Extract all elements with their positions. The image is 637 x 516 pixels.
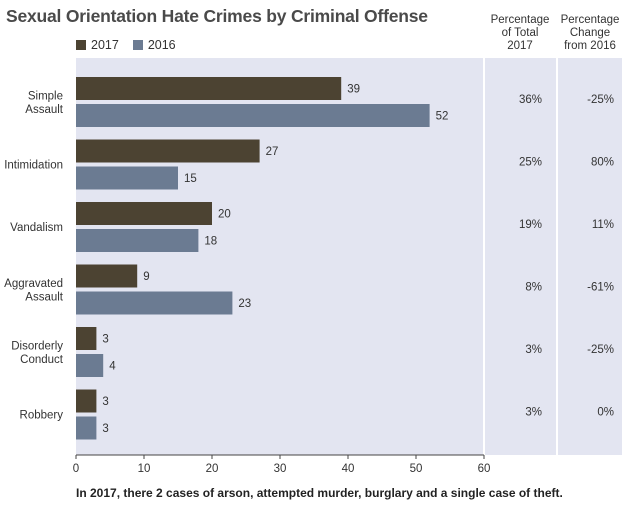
legend-swatch-2017 — [76, 40, 86, 50]
data-label: 15 — [184, 173, 197, 185]
bar-2017-0 — [76, 77, 342, 100]
column-header-pct-change-text: Percentage Change from 2016 — [560, 14, 620, 52]
bar-2016-3 — [76, 291, 233, 315]
bar-2016-5 — [76, 416, 97, 440]
x-tick-label: 50 — [410, 463, 423, 475]
footnote: In 2017, there 2 cases of arson, attempt… — [76, 486, 563, 500]
bar-2017-3 — [76, 264, 138, 288]
x-tick-label: 60 — [478, 463, 491, 475]
category-label-line: Robbery — [20, 410, 64, 422]
legend: 2017 2016 — [76, 38, 190, 52]
category-label: Intimidation — [4, 160, 63, 172]
legend-item-2017: 2017 — [76, 38, 119, 52]
category-label-line: Conduct — [20, 354, 64, 366]
pct-change-value: -25% — [587, 344, 614, 356]
data-label: 3 — [102, 423, 108, 435]
data-label: 27 — [266, 146, 279, 158]
category-label: Aggravated Assault — [4, 278, 64, 304]
bar-2016-0 — [76, 104, 430, 127]
x-tick-label: 10 — [138, 463, 151, 475]
data-label: 3 — [102, 396, 108, 408]
category-label-line: Disorderly — [11, 340, 63, 352]
bar-2017-5 — [76, 389, 97, 413]
category-label-line: Assault — [25, 291, 64, 303]
pct-total-value: 19% — [519, 219, 542, 231]
x-tick-label: 20 — [206, 463, 219, 475]
category-label: Disorderly Conduct — [11, 340, 64, 366]
chart-title: Sexual Orientation Hate Crimes by Crimin… — [6, 6, 428, 26]
legend-item-2016: 2016 — [132, 38, 176, 52]
pct-change-value: -61% — [587, 282, 614, 294]
change-panel — [558, 58, 622, 455]
x-tick-label: 30 — [274, 463, 287, 475]
category-label-line: Intimidation — [4, 160, 63, 172]
x-tick-label: 40 — [342, 463, 355, 475]
pct-total-value: 8% — [525, 282, 542, 294]
bar-2017-4 — [76, 327, 97, 350]
pct-change-value: 11% — [592, 219, 614, 231]
category-label: Robbery — [20, 410, 64, 422]
category-label-line: Aggravated — [4, 278, 63, 290]
data-label: 18 — [204, 236, 217, 248]
bar-2016-1 — [76, 166, 178, 190]
x-tick-label: 0 — [73, 463, 79, 475]
bar-2017-2 — [76, 202, 212, 225]
data-label: 39 — [347, 84, 360, 96]
bar-2016-2 — [76, 229, 199, 252]
pct-total-value: 25% — [519, 157, 542, 169]
pct-change-value: -25% — [587, 94, 614, 106]
data-label: 20 — [218, 209, 231, 221]
data-label: 3 — [102, 334, 108, 346]
data-label: 23 — [238, 298, 251, 310]
pct-total-value: 3% — [525, 344, 542, 356]
legend-label-2017: 2017 — [91, 38, 119, 52]
pct-total-value: 3% — [525, 407, 542, 419]
legend-swatch-2016 — [132, 40, 143, 50]
category-label-line: Vandalism — [10, 222, 63, 234]
pct-total-value: 36% — [519, 94, 542, 106]
data-label: 4 — [109, 361, 116, 373]
legend-label-2016: 2016 — [147, 38, 176, 52]
column-header-pct-total: Percentage of Total 2017 — [484, 14, 556, 53]
category-label-line: Simple — [28, 90, 63, 102]
pct-change-value: 0% — [597, 407, 614, 419]
category-label: Simple Assault — [25, 90, 64, 116]
bar-2017-1 — [76, 139, 260, 163]
column-header-pct-change: Percentage Change from 2016 — [556, 14, 624, 53]
data-label: 9 — [143, 271, 149, 283]
column-header-pct-total-text: Percentage of Total 2017 — [490, 14, 550, 52]
category-label-line: Assault — [25, 104, 64, 116]
pct-change-value: 80% — [591, 157, 614, 169]
bar-2016-4 — [76, 354, 104, 377]
category-label: Vandalism — [10, 222, 63, 234]
data-label: 52 — [436, 111, 449, 123]
